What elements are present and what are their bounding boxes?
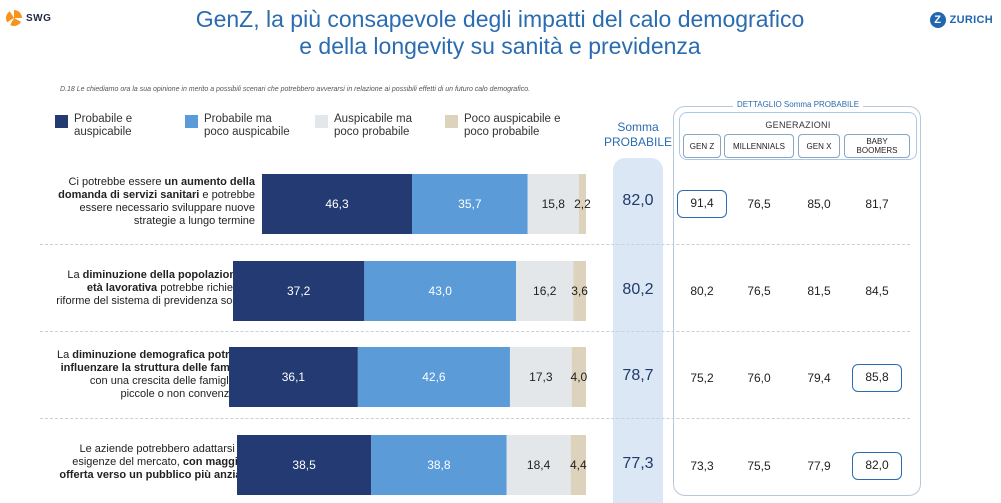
page-title-line-2: e della longevity su sanità e previdenza	[299, 33, 701, 59]
bar-label-row3-series1: 36,1	[282, 370, 306, 384]
zurich-logo-text: ZURICH	[949, 14, 993, 26]
zurich-logo: Z ZURICH	[929, 12, 993, 28]
legend-item-auspicabile-poco-probabile: Auspicabile ma poco probabile	[315, 113, 412, 139]
bar-row2-series3	[516, 261, 574, 321]
row-divider	[40, 331, 910, 332]
bar-row2-series1	[233, 261, 365, 321]
bar-label-row4-series3: 18,4	[527, 458, 551, 472]
bar-label-row2-series4: 3,6	[571, 284, 588, 298]
legend-label: Probabile ma poco auspicabile	[204, 113, 290, 138]
bar-row3-series4	[571, 347, 586, 407]
gen-value-row4-col2: 75,5	[747, 459, 771, 473]
generations-panel	[673, 106, 921, 496]
gen-value-row2-col3: 81,5	[807, 284, 831, 298]
gen-value-row1-col3: 85,0	[807, 197, 831, 211]
legend-swatch	[185, 115, 198, 128]
bar-label-row4-series2: 38,8	[427, 458, 451, 472]
gen-value-row1-col1: 91,4	[677, 190, 727, 218]
bar-row2-series2	[364, 261, 517, 321]
gen-value-row4-col1: 73,3	[690, 459, 714, 473]
bar-label-row1-series2: 35,7	[458, 197, 482, 211]
legend-swatch	[445, 115, 458, 128]
bar-label-row3-series2: 42,6	[422, 370, 446, 384]
bar-label-row1-series1: 46,3	[325, 197, 349, 211]
bar-label-row3-series3: 17,3	[529, 370, 553, 384]
zurich-logo-icon: Z	[929, 12, 946, 28]
legend-label: Probabile e auspicabile	[74, 113, 133, 138]
bar-label-row4-series4: 4,4	[570, 458, 587, 472]
bar-label-row2-series1: 37,2	[287, 284, 311, 298]
legend-label: Poco auspicabile e poco probabile	[464, 113, 561, 138]
bar-row2-series4	[573, 261, 586, 321]
page-title: GenZ, la più consapevole degli impatti d…	[100, 6, 900, 60]
row-divider	[40, 418, 910, 419]
legend-swatch	[55, 115, 68, 128]
gen-head-gen-z: GEN Z	[683, 134, 721, 158]
gen-value-row1-col4: 81,7	[865, 197, 889, 211]
bar-row3-series2	[357, 347, 510, 407]
gen-head-gen-x: GEN X	[798, 134, 840, 158]
bar-label-row2-series3: 16,2	[533, 284, 557, 298]
bar-label-row1-series4: 2,2	[574, 197, 591, 211]
bar-label-row3-series4: 4,0	[571, 370, 588, 384]
bar-row4-series4	[570, 435, 586, 495]
bar-row3-series3	[509, 347, 572, 407]
somma-value-row-2: 80,2	[622, 281, 654, 298]
row-label-1: Ci potrebbe essere un aumento della doma…	[58, 176, 255, 227]
legend-label: Auspicabile ma poco probabile	[334, 113, 412, 138]
generations-title: GENERAZIONI	[765, 120, 831, 130]
legend-swatch	[315, 115, 328, 128]
bar-row4-series3	[506, 435, 571, 495]
legend-item-probabile-poco-auspicabile: Probabile ma poco auspicabile	[185, 113, 290, 139]
gen-value-row3-col1: 75,2	[690, 371, 714, 385]
somma-value-row-4: 77,3	[622, 455, 654, 472]
generations-panel-title: DETTAGLIO Somma PROBABILE	[733, 100, 863, 109]
bar-label-row4-series1: 38,5	[292, 458, 316, 472]
gen-value-row4-col4: 82,0	[852, 452, 902, 480]
gen-value-row2-col1: 80,2	[690, 284, 714, 298]
bar-row1-series1	[262, 174, 413, 234]
gen-value-row2-col2: 76,5	[747, 284, 771, 298]
gen-head-millennials: MILLENNIALS	[724, 134, 794, 158]
bar-row1-series4	[578, 174, 586, 234]
gen-value-row3-col4: 85,8	[852, 364, 902, 392]
bar-row4-series1	[237, 435, 372, 495]
row-label-2: La diminuzione della popolazione in età …	[56, 269, 255, 307]
row-label-3: La diminuzione demografica potrebbe infl…	[56, 349, 255, 400]
bar-row4-series2	[371, 435, 507, 495]
page-title-line-1: GenZ, la più consapevole degli impatti d…	[195, 6, 805, 32]
bar-row3-series1	[229, 347, 358, 407]
row-divider	[40, 244, 910, 245]
gen-value-row1-col2: 76,5	[747, 197, 771, 211]
gen-head-baby-boomers: BABY BOOMERS	[844, 134, 910, 158]
legend-item-poco-auspicabile-poco-probabile: Poco auspicabile e poco probabile	[445, 113, 561, 139]
bar-row1-series2	[412, 174, 528, 234]
bar-row1-series3	[527, 174, 579, 234]
gen-value-row4-col3: 77,9	[807, 459, 831, 473]
somma-column-background	[613, 158, 663, 503]
swg-logo: SWG	[6, 10, 51, 26]
swg-logo-icon	[6, 10, 22, 26]
gen-value-row3-col2: 76,0	[747, 371, 771, 385]
generations-header-box	[679, 112, 917, 160]
gen-value-row2-col4: 84,5	[865, 284, 889, 298]
row-label-4: Le aziende potrebbero adattarsi alle esi…	[59, 443, 255, 481]
swg-logo-text: SWG	[26, 12, 52, 24]
question-text: D.18 Le chiediamo ora la sua opinione in…	[60, 86, 531, 93]
somma-value-row-3: 78,7	[622, 367, 654, 384]
bar-label-row2-series2: 43,0	[429, 284, 453, 298]
somma-header: Somma PROBABILE	[603, 120, 673, 149]
somma-value-row-1: 82,0	[622, 192, 654, 209]
legend-item-probabile-auspicabile: Probabile e auspicabile	[55, 113, 132, 139]
gen-value-row3-col3: 79,4	[807, 371, 831, 385]
bar-label-row1-series3: 15,8	[542, 197, 566, 211]
